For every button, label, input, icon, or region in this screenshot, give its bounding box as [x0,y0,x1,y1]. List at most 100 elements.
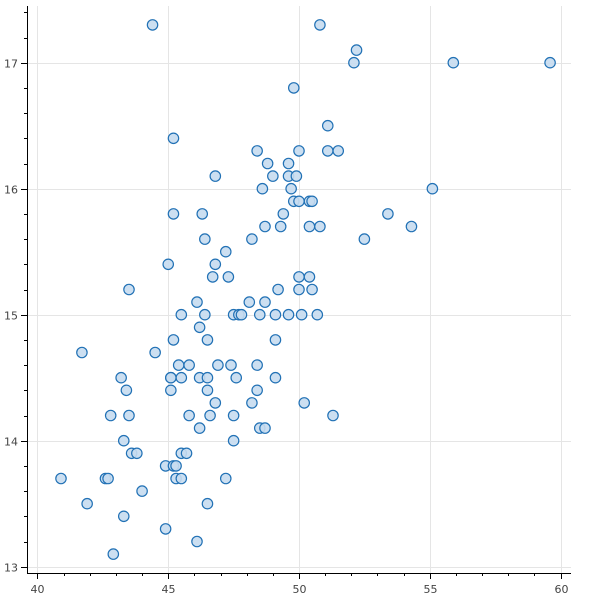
data-point [191,535,203,548]
data-point [259,296,271,308]
data-point [293,195,305,208]
y-tick-label: 15 [4,310,18,323]
data-point [149,346,161,359]
y-tick-label: 13 [4,562,18,575]
data-point [206,271,219,283]
data-point [183,409,195,422]
data-point [227,409,240,422]
y-tick-label: 14 [4,436,18,449]
data-point [267,170,279,182]
data-point [117,510,130,523]
x-tick-label: 40 [31,583,45,596]
data-point [76,346,88,359]
data-point [295,308,308,321]
data-point [447,56,460,69]
data-point [259,422,271,434]
data-point [167,132,180,145]
data-point [253,308,266,321]
data-point [123,409,135,422]
data-point [227,434,240,447]
data-point [293,283,305,296]
data-point [290,170,303,182]
data-point [332,145,345,157]
data-point [314,19,326,31]
data-point [327,409,339,422]
data-point [358,233,371,245]
data-point [259,220,271,233]
data-point [102,472,114,485]
data-point [293,271,305,283]
data-point [104,409,117,422]
data-point [426,182,439,195]
data-point [201,334,214,346]
data-point [170,460,182,472]
data-point [196,208,209,220]
data-point [193,422,206,434]
data-point [225,359,237,371]
data-point [321,145,334,157]
x-tick-label: 45 [162,583,176,596]
data-point [107,548,120,560]
data-point [321,119,334,132]
data-point [199,308,211,321]
x-tick-label: 50 [293,583,307,596]
data-point [303,220,316,233]
data-point [117,434,130,447]
data-point [131,447,143,460]
data-point [282,308,295,321]
data-point [209,170,222,182]
data-point [165,371,177,384]
data-point [246,233,258,245]
data-point [191,296,203,308]
data-point [120,384,133,397]
data-point [81,497,93,510]
data-point [269,371,282,384]
data-point [269,308,282,321]
data-point [277,208,290,220]
data-point [219,245,232,258]
data-point [55,472,67,485]
data-point [272,283,284,296]
data-point [201,371,214,384]
data-point [201,384,214,397]
data-point [382,208,394,220]
data-point [209,258,222,271]
grid [27,6,571,573]
data-point [256,182,269,195]
data-point [311,308,324,321]
data-point [159,523,172,535]
data-point [183,359,195,371]
data-point [251,384,263,397]
data-point [314,220,326,233]
data-point [287,82,300,94]
data-point [180,447,193,460]
data-point [209,397,222,409]
data-point [274,220,287,233]
data-point [167,334,180,346]
data-point [230,371,243,384]
data-point [243,296,256,308]
data-point [246,397,258,409]
data-point [303,271,316,283]
data-point [306,283,318,296]
y-tick-label: 17 [4,58,18,71]
data-point [282,157,295,170]
data-point [201,497,214,510]
data-point [162,258,175,271]
data-points [55,19,556,560]
data-point [175,472,188,485]
data-point [251,359,263,371]
data-point [405,220,418,233]
data-point [269,334,282,346]
data-point [348,56,360,69]
data-point [212,359,224,371]
x-tick-label: 60 [555,583,569,596]
data-point [285,182,297,195]
x-tick-label: 55 [424,583,438,596]
axes: 40 45 50 55 60 13 14 15 16 17 [4,6,571,596]
data-point [544,56,556,69]
data-point [199,233,211,245]
data-point [293,145,305,157]
data-point [175,371,188,384]
